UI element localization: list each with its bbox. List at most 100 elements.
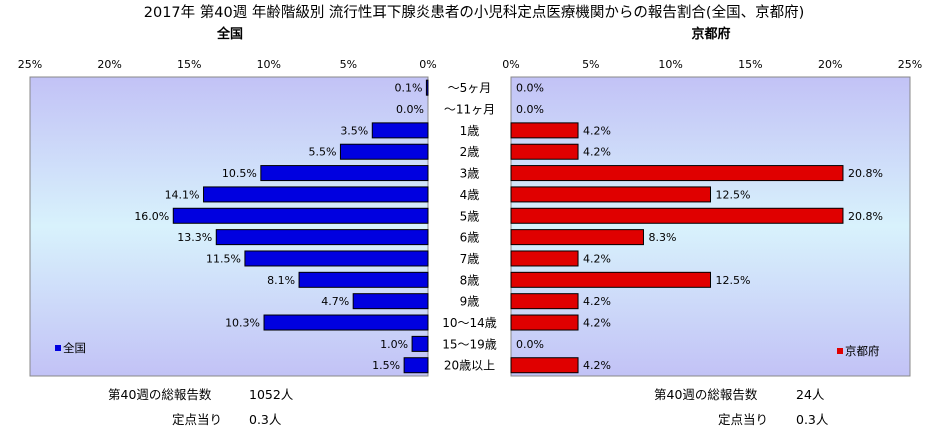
left-data-label: 0.0% — [396, 103, 424, 116]
right-legend-label: 京都府 — [845, 344, 880, 358]
right-data-label: 20.8% — [848, 167, 883, 180]
right-bar — [510, 229, 644, 246]
category-label: 15～19歳 — [442, 337, 497, 351]
right-data-label: 12.5% — [716, 188, 751, 201]
category-label: 1歳 — [460, 124, 480, 138]
right-data-label: 4.2% — [583, 146, 611, 159]
left-data-label: 1.0% — [380, 338, 408, 351]
right-total-label: 第40週の総報告数 — [654, 387, 758, 402]
right-tick-label: 15% — [738, 58, 762, 71]
left-plot-area — [29, 76, 429, 377]
right-tick-label: 10% — [658, 58, 682, 71]
left-bar — [260, 165, 429, 182]
left-data-label: 16.0% — [134, 210, 169, 223]
right-bar — [510, 143, 579, 160]
left-tick-label: 0% — [419, 58, 436, 71]
right-bar — [510, 165, 844, 182]
right-bar — [510, 271, 711, 288]
left-data-label: 1.5% — [372, 359, 400, 372]
left-per-label: 定点当り — [172, 412, 222, 427]
left-data-label: 5.5% — [308, 146, 336, 159]
category-label: ～5ヶ月 — [448, 81, 492, 95]
left-bar — [403, 357, 429, 374]
right-bar — [510, 357, 579, 374]
left-data-label: 3.5% — [340, 124, 368, 137]
left-total-value: 1052人 — [249, 387, 294, 402]
left-bar — [244, 250, 429, 267]
right-legend: 京都府 — [837, 344, 880, 358]
right-bar — [510, 293, 579, 310]
right-data-label: 4.2% — [583, 252, 611, 265]
right-data-label: 0.0% — [516, 103, 544, 116]
right-data-label: 0.0% — [516, 338, 544, 351]
left-data-label: 8.1% — [267, 274, 295, 287]
left-tick-label: 20% — [97, 58, 121, 71]
left-data-label: 11.5% — [206, 252, 241, 265]
right-panel-title: 京都府 — [691, 26, 730, 42]
category-label: 5歳 — [460, 209, 480, 223]
left-tick-label: 25% — [18, 58, 42, 71]
left-bars: 0.1% 0.0% 3.5% 5.5% 10.5% 14.1% 16.0% 13.3% 11.5… — [134, 79, 429, 374]
category-label: ～11ヶ月 — [444, 103, 495, 117]
left-tick-label: 5% — [340, 58, 357, 71]
left-data-label: 0.1% — [394, 82, 422, 95]
category-labels: ～5ヶ月 ～11ヶ月 1歳 2歳 3歳 4歳 5歳 6歳 7歳 8歳 9歳 10～14歳 15～19歳 2… — [442, 81, 497, 373]
left-data-label: 14.1% — [165, 188, 200, 201]
category-label: 10～14歳 — [442, 316, 497, 330]
category-label: 4歳 — [460, 188, 480, 202]
category-label: 9歳 — [460, 295, 480, 309]
right-legend-swatch — [837, 348, 843, 354]
left-bar — [425, 79, 429, 96]
category-label: 8歳 — [460, 273, 480, 287]
right-bars: 0.0% 0.0% 4.2% 4.2% 20.8% 12.5% 20.8% 8.3% 4.2% 1… — [510, 82, 883, 374]
right-tick-label: 25% — [898, 58, 922, 71]
left-data-label: 10.5% — [222, 167, 257, 180]
right-data-label: 8.3% — [648, 231, 676, 244]
category-label: 20歳以上 — [444, 359, 495, 373]
left-data-label: 10.3% — [225, 317, 260, 330]
right-bar — [510, 314, 579, 331]
left-bar — [411, 335, 429, 352]
right-data-label: 4.2% — [583, 124, 611, 137]
right-tick-label: 5% — [582, 58, 599, 71]
right-bar — [510, 122, 579, 139]
left-total-label: 第40週の総報告数 — [108, 387, 212, 402]
left-per-value: 0.3人 — [249, 412, 282, 427]
left-panel-title: 全国 — [216, 26, 243, 42]
right-plot-area — [510, 76, 911, 377]
category-label: 7歳 — [460, 252, 480, 266]
chart-title: 2017年 第40週 年齢階級別 流行性耳下腺炎患者の小児科定点医療機関からの報… — [144, 3, 805, 21]
left-legend-swatch — [55, 345, 61, 351]
left-axis-ticks: 0% 5% 10% 15% 20% 25% — [18, 58, 437, 71]
right-data-label: 0.0% — [516, 82, 544, 95]
right-per-label: 定点当り — [718, 412, 768, 427]
right-bar — [510, 186, 711, 203]
left-tick-label: 15% — [177, 58, 201, 71]
left-bar — [371, 122, 429, 139]
right-data-label: 12.5% — [716, 274, 751, 287]
left-bar — [298, 271, 429, 288]
left-legend: 全国 — [55, 341, 86, 355]
right-tick-label: 0% — [502, 58, 519, 71]
left-bar — [203, 186, 429, 203]
left-bar — [339, 143, 429, 160]
left-bar — [263, 314, 429, 331]
left-bar — [215, 229, 429, 246]
right-data-label: 20.8% — [848, 210, 883, 223]
left-tick-label: 10% — [257, 58, 281, 71]
left-bar — [352, 293, 429, 310]
right-bar — [510, 250, 579, 267]
left-data-label: 4.7% — [321, 295, 349, 308]
category-label: 6歳 — [460, 231, 480, 245]
right-per-value: 0.3人 — [796, 412, 829, 427]
right-total-value: 24人 — [796, 387, 825, 402]
left-data-label: 13.3% — [177, 231, 212, 244]
right-data-label: 4.2% — [583, 359, 611, 372]
left-bar — [172, 207, 429, 224]
right-axis-ticks: 0% 5% 10% 15% 20% 25% — [502, 58, 922, 71]
right-tick-label: 20% — [818, 58, 842, 71]
right-bar — [510, 207, 844, 224]
category-label: 3歳 — [460, 167, 480, 181]
right-data-label: 4.2% — [583, 295, 611, 308]
